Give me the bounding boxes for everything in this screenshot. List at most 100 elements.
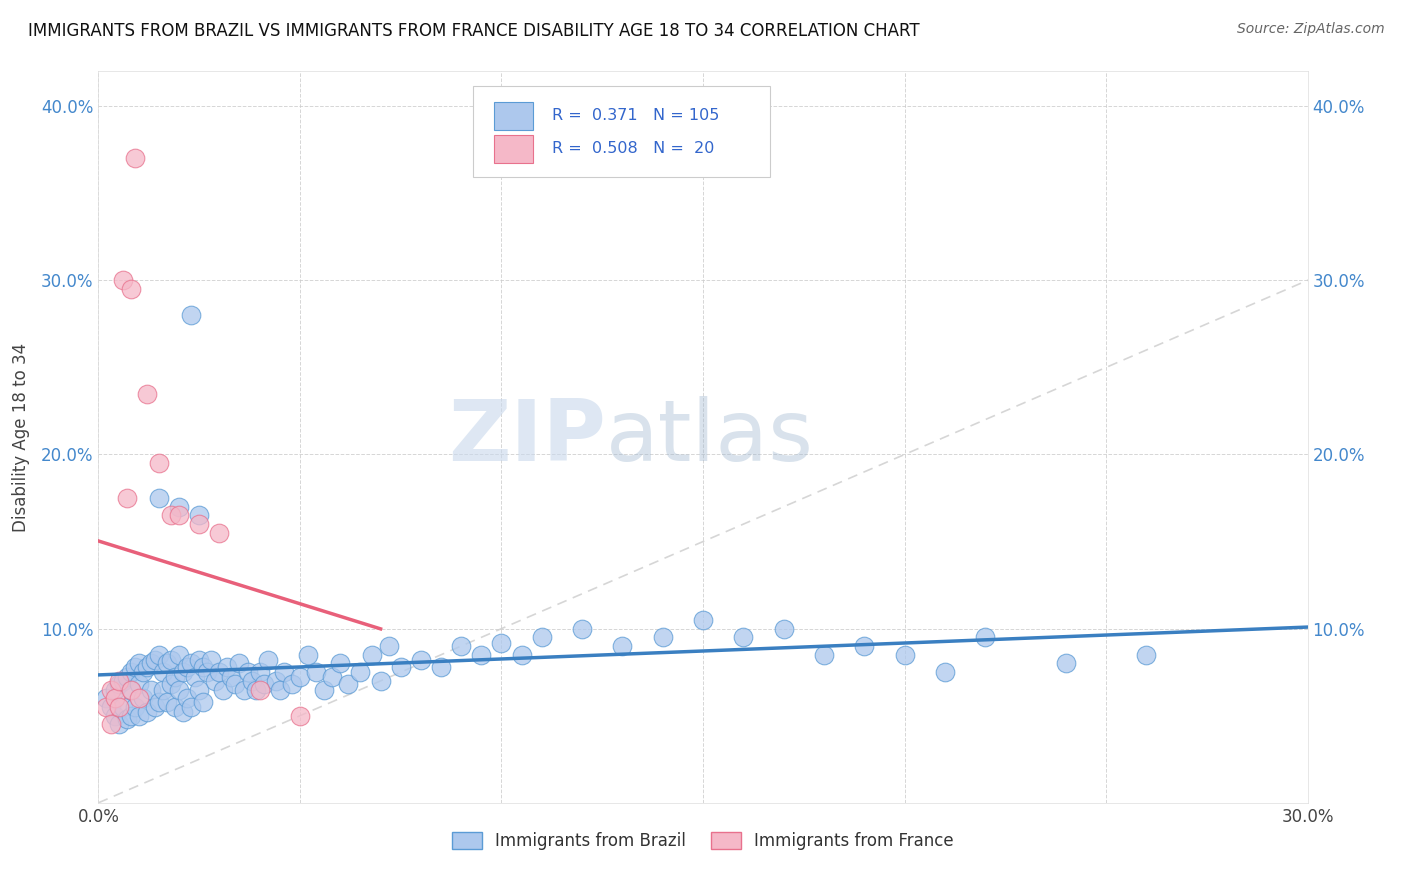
- Point: [232, 682, 254, 697]
- Point: [124, 700, 146, 714]
- Point: [167, 648, 190, 662]
- Point: [103, 691, 125, 706]
- Point: [853, 639, 876, 653]
- Point: [176, 660, 198, 674]
- Point: [297, 648, 319, 662]
- Legend: Immigrants from Brazil, Immigrants from France: Immigrants from Brazil, Immigrants from …: [446, 825, 960, 856]
- Point: [172, 665, 194, 680]
- Text: R =  0.371   N = 105: R = 0.371 N = 105: [551, 108, 720, 123]
- Point: [193, 695, 215, 709]
- Point: [188, 517, 211, 532]
- Point: [120, 282, 142, 296]
- FancyBboxPatch shape: [494, 102, 533, 130]
- Point: [107, 717, 129, 731]
- Point: [120, 665, 142, 680]
- Point: [100, 717, 122, 731]
- Point: [281, 677, 304, 691]
- Point: [128, 691, 150, 706]
- Point: [160, 677, 183, 691]
- Point: [128, 677, 150, 691]
- Point: [305, 665, 328, 680]
- Point: [236, 665, 259, 680]
- Point: [152, 665, 174, 680]
- Point: [163, 700, 186, 714]
- Point: [107, 673, 129, 688]
- Point: [167, 500, 190, 514]
- Point: [120, 682, 142, 697]
- Point: [103, 708, 125, 723]
- Point: [180, 700, 202, 714]
- Point: [139, 682, 162, 697]
- Point: [188, 682, 211, 697]
- Point: [167, 682, 190, 697]
- Point: [273, 665, 295, 680]
- Point: [934, 665, 956, 680]
- Point: [148, 648, 170, 662]
- Point: [370, 673, 392, 688]
- Point: [148, 491, 170, 505]
- Text: ZIP: ZIP: [449, 395, 606, 479]
- Point: [96, 700, 118, 714]
- Point: [612, 639, 634, 653]
- Point: [167, 508, 190, 523]
- Point: [228, 657, 250, 671]
- Point: [193, 660, 215, 674]
- Point: [349, 665, 371, 680]
- Point: [389, 660, 412, 674]
- Point: [288, 670, 311, 684]
- Point: [377, 639, 399, 653]
- Point: [314, 682, 336, 697]
- Point: [107, 700, 129, 714]
- Point: [148, 695, 170, 709]
- Point: [160, 508, 183, 523]
- Point: [124, 152, 146, 166]
- Point: [208, 525, 231, 540]
- Point: [188, 508, 211, 523]
- Point: [245, 682, 267, 697]
- Point: [249, 682, 271, 697]
- Point: [264, 673, 287, 688]
- Point: [172, 705, 194, 719]
- Point: [128, 708, 150, 723]
- Point: [430, 660, 453, 674]
- Point: [269, 682, 291, 697]
- Point: [256, 653, 278, 667]
- Text: Source: ZipAtlas.com: Source: ZipAtlas.com: [1237, 22, 1385, 37]
- Point: [491, 635, 513, 649]
- Point: [115, 712, 138, 726]
- Point: [115, 491, 138, 505]
- Point: [224, 677, 246, 691]
- Point: [337, 677, 360, 691]
- Point: [135, 660, 157, 674]
- Point: [204, 673, 226, 688]
- Point: [107, 677, 129, 691]
- Point: [733, 631, 755, 645]
- Point: [115, 670, 138, 684]
- Point: [111, 700, 134, 714]
- Point: [103, 682, 125, 697]
- Point: [143, 700, 166, 714]
- Y-axis label: Disability Age 18 to 34: Disability Age 18 to 34: [11, 343, 30, 532]
- Point: [240, 673, 263, 688]
- Point: [100, 682, 122, 697]
- Point: [152, 682, 174, 697]
- Point: [321, 670, 343, 684]
- Point: [160, 653, 183, 667]
- Point: [111, 673, 134, 688]
- FancyBboxPatch shape: [474, 86, 769, 178]
- Point: [651, 631, 673, 645]
- Point: [163, 670, 186, 684]
- Point: [893, 648, 915, 662]
- Point: [143, 653, 166, 667]
- Point: [208, 665, 231, 680]
- Point: [249, 665, 271, 680]
- Point: [409, 653, 432, 667]
- Text: R =  0.508   N =  20: R = 0.508 N = 20: [551, 141, 714, 156]
- Point: [361, 648, 384, 662]
- Point: [132, 691, 155, 706]
- Point: [111, 273, 134, 287]
- Point: [120, 682, 142, 697]
- Point: [692, 613, 714, 627]
- Point: [180, 657, 202, 671]
- Point: [135, 705, 157, 719]
